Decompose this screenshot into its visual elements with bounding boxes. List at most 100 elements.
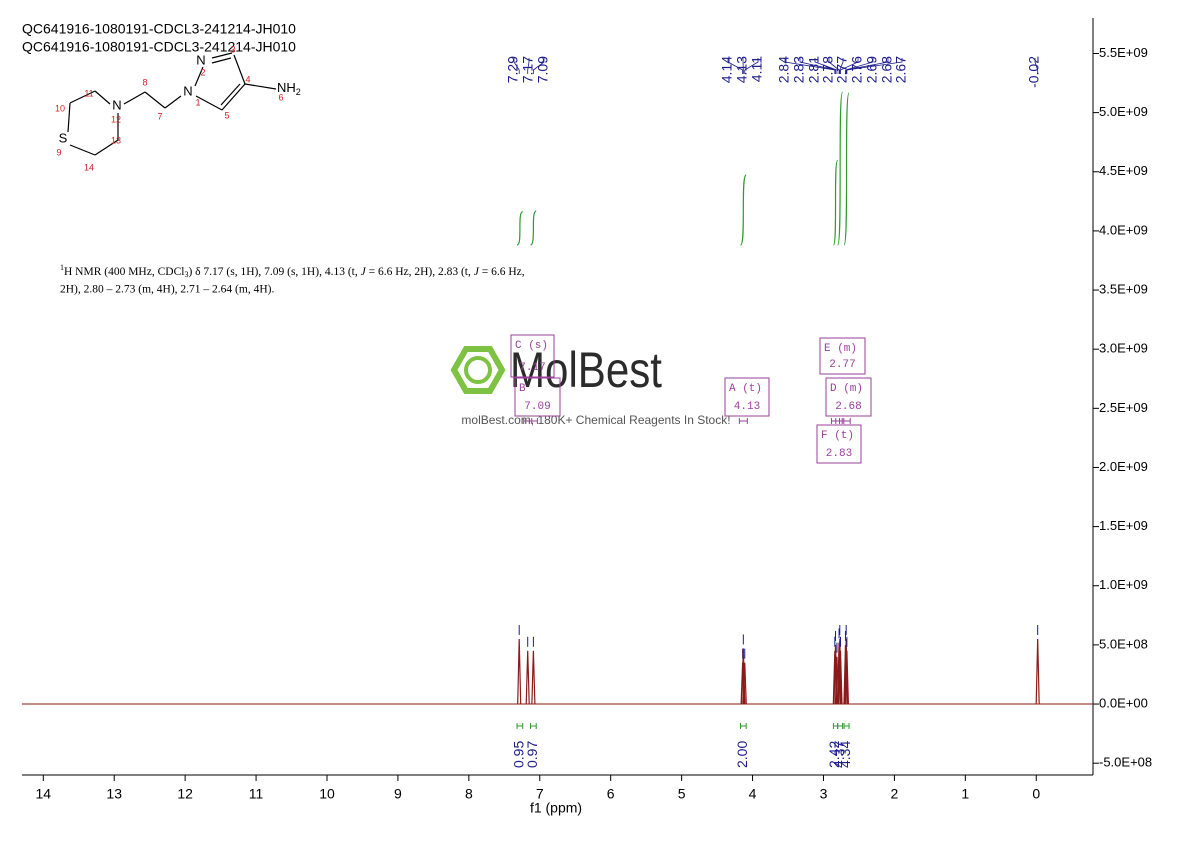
x-tick-label: 0 xyxy=(1032,786,1040,802)
y-tick-label: 5.0E+08 xyxy=(1099,636,1148,651)
y-tick-label: 4.5E+09 xyxy=(1099,163,1148,178)
peak-label: 7.17 xyxy=(520,56,536,83)
text: J xyxy=(474,266,480,278)
peak-leader xyxy=(845,58,874,74)
peak-label: 2.67 xyxy=(893,56,909,83)
text: H NMR (400 MHz, CDCl xyxy=(64,266,184,278)
peak-leader xyxy=(845,58,889,74)
peak-leader xyxy=(532,58,545,74)
y-tick-label: 4.0E+09 xyxy=(1099,222,1148,237)
integral-curve xyxy=(739,174,747,246)
peak-leader xyxy=(839,58,844,74)
integral-curve xyxy=(837,91,844,246)
integral-bracket xyxy=(832,723,839,729)
locant: 9 xyxy=(56,147,61,157)
peak-leader xyxy=(513,58,520,74)
integral-label: 0.95 xyxy=(511,741,527,768)
atom-label: N xyxy=(183,83,192,98)
x-tick-label: 7 xyxy=(536,786,544,802)
peak-label: 2.69 xyxy=(864,56,880,83)
multiplet-range xyxy=(528,418,538,424)
peak-leader xyxy=(799,58,836,74)
y-tick-label: 1.0E+09 xyxy=(1099,577,1148,592)
locant: 2 xyxy=(200,67,205,77)
atom-label: NH2 xyxy=(277,80,301,97)
atom-subscript: 2 xyxy=(296,87,301,97)
x-tick-label: 3 xyxy=(820,786,828,802)
locant: 13 xyxy=(111,135,121,145)
peak-label: 2.81 xyxy=(806,56,822,83)
watermark-brand: MolBest xyxy=(510,342,662,398)
multiplet-label: C (s) xyxy=(515,340,548,352)
integral-bracket xyxy=(530,723,537,729)
y-tick-label: 2.0E+09 xyxy=(1099,459,1148,474)
peak xyxy=(525,650,530,705)
locant: 1 xyxy=(195,97,200,107)
integral-bracket xyxy=(516,723,524,729)
peak-leader xyxy=(744,58,759,74)
y-tick-label: 0.0E+00 xyxy=(1099,695,1148,710)
peak-label: 7.09 xyxy=(535,56,551,83)
locant: 14 xyxy=(84,162,94,172)
multiplet-range xyxy=(738,418,748,424)
locant: 12 xyxy=(111,114,121,124)
y-tick-label: 2.5E+09 xyxy=(1099,400,1148,415)
x-tick-label: 11 xyxy=(249,786,264,802)
peak-leader xyxy=(828,58,840,74)
peak-label: 4.11 xyxy=(749,56,765,82)
peak xyxy=(844,650,849,705)
multiplet-shift: 7.09 xyxy=(524,401,550,413)
peak-label: 2.84 xyxy=(776,56,792,83)
multiplet-box xyxy=(816,424,862,464)
x-tick-label: 6 xyxy=(607,786,615,802)
integral-curve xyxy=(529,210,537,246)
multiplet-shift: 2.83 xyxy=(826,448,852,460)
multiplet-shift: 7.17 xyxy=(519,362,545,374)
y-tick-label: 3.5E+09 xyxy=(1099,281,1148,296)
text: J xyxy=(361,266,367,278)
peak-label: 4.14 xyxy=(719,56,735,83)
multiplet-range xyxy=(831,418,841,424)
multiplet-box xyxy=(514,377,561,417)
integral-label: 2.42 xyxy=(826,741,842,768)
peak-label: 2.68 xyxy=(879,56,895,83)
superscript: 1 xyxy=(60,263,64,272)
integral-curve xyxy=(832,159,839,246)
multiplet-range xyxy=(841,418,851,424)
integral-label: 2.00 xyxy=(734,741,750,768)
locant: 4 xyxy=(245,74,250,84)
multiplet-box xyxy=(825,377,872,417)
multiplet-shift: 4.13 xyxy=(734,401,760,413)
x-tick-label: 2 xyxy=(891,786,899,802)
peak-leader xyxy=(784,58,836,74)
subscript: 3 xyxy=(184,270,188,279)
integral-bracket xyxy=(837,723,844,729)
y-tick-label: -5.0E+08 xyxy=(1099,755,1152,770)
integral-bracket xyxy=(843,723,850,729)
peak-leader xyxy=(727,58,744,74)
multiplet-label: E (m) xyxy=(824,343,857,355)
peak-label: 2.78 xyxy=(820,56,836,83)
title: QC641916-1080191-CDCL3-241214-JH010 xyxy=(22,21,296,37)
peak xyxy=(517,638,522,705)
integral-label: 0.97 xyxy=(524,741,540,768)
nmr-description: 1H NMR (400 MHz, CDCl3) δ 7.17 (s, 1H), … xyxy=(60,263,525,279)
x-tick-label: 12 xyxy=(177,786,193,802)
y-tick-label: 5.5E+09 xyxy=(1099,45,1148,60)
x-axis-label: f1 (ppm) xyxy=(530,800,582,816)
atom-label: N xyxy=(112,97,121,112)
text: ) δ 7.17 (s, 1H), 7.09 (s, 1H), 4.13 (t, xyxy=(188,266,360,278)
text: = 6.6 Hz, 2H), 2.83 (t, xyxy=(366,266,474,278)
multiplet-label: F (t) xyxy=(821,430,854,442)
peak-label: 4.13 xyxy=(734,56,750,83)
multiplet-shift: 2.77 xyxy=(829,359,855,371)
integral-curve xyxy=(516,211,524,246)
locant: 10 xyxy=(55,103,65,113)
peak-leader xyxy=(846,58,903,74)
integral-curve xyxy=(843,92,850,246)
peak xyxy=(742,662,747,705)
x-tick-label: 1 xyxy=(961,786,969,802)
atom-label: S xyxy=(59,130,68,145)
